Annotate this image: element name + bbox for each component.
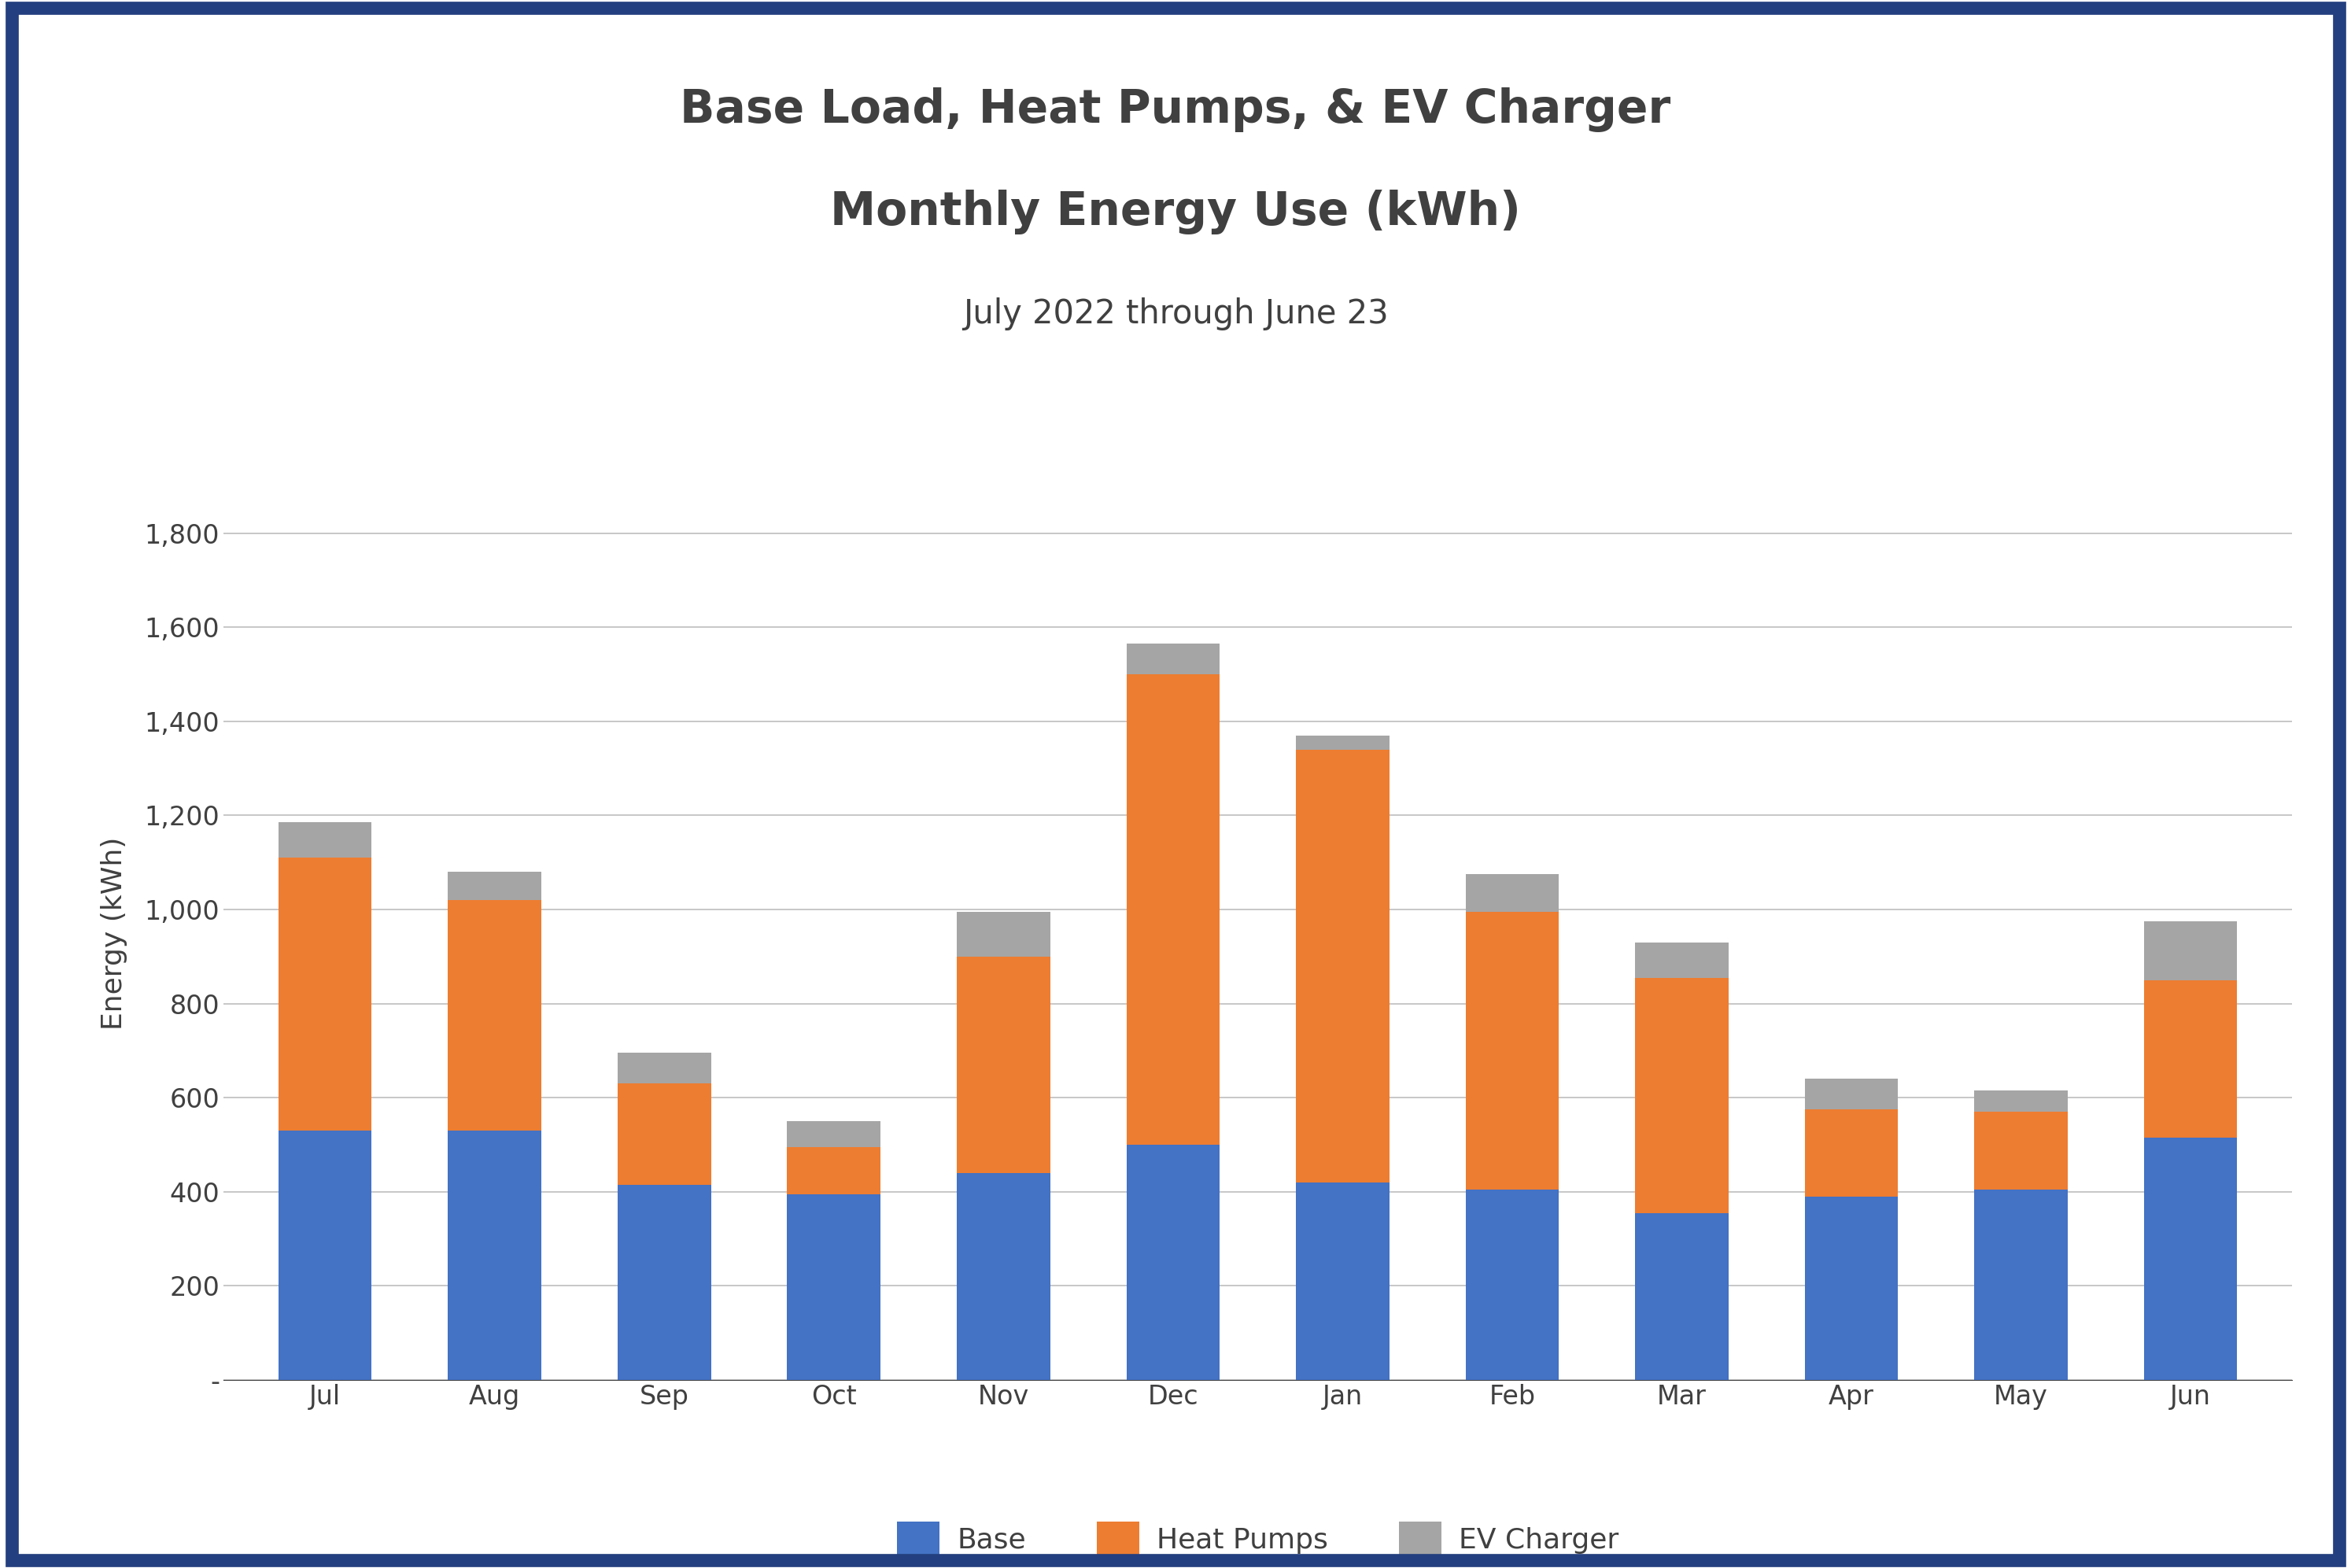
Bar bbox=[788, 1195, 882, 1380]
Bar bbox=[1806, 1110, 1897, 1196]
Bar bbox=[1806, 1196, 1897, 1380]
Text: Monthly Energy Use (kWh): Monthly Energy Use (kWh) bbox=[830, 190, 1521, 234]
Bar bbox=[2144, 1138, 2238, 1380]
Bar bbox=[788, 1148, 882, 1195]
Bar bbox=[618, 1054, 710, 1083]
Text: Base Load, Heat Pumps, & EV Charger: Base Load, Heat Pumps, & EV Charger bbox=[679, 88, 1672, 132]
Bar bbox=[449, 872, 541, 900]
Bar bbox=[1975, 1091, 2067, 1112]
Bar bbox=[1465, 875, 1559, 913]
Bar bbox=[277, 823, 371, 858]
Bar bbox=[1295, 735, 1389, 750]
Bar bbox=[277, 1131, 371, 1380]
Bar bbox=[449, 1131, 541, 1380]
Text: July 2022 through June 23: July 2022 through June 23 bbox=[964, 296, 1387, 331]
Bar bbox=[277, 858, 371, 1131]
Bar bbox=[2144, 922, 2238, 980]
Bar bbox=[1634, 942, 1728, 978]
Bar bbox=[1465, 1190, 1559, 1380]
Bar bbox=[1295, 750, 1389, 1182]
Bar bbox=[1295, 1182, 1389, 1380]
Bar bbox=[957, 956, 1051, 1173]
Bar bbox=[1126, 644, 1220, 674]
Bar bbox=[449, 900, 541, 1131]
Bar bbox=[618, 1083, 710, 1185]
Bar bbox=[1126, 1145, 1220, 1380]
Bar bbox=[1634, 1214, 1728, 1380]
Y-axis label: Energy (kWh): Energy (kWh) bbox=[101, 836, 127, 1030]
Legend: Base, Heat Pumps, EV Charger: Base, Heat Pumps, EV Charger bbox=[886, 1510, 1629, 1568]
Bar bbox=[788, 1121, 882, 1148]
Bar bbox=[1126, 674, 1220, 1145]
Bar bbox=[957, 913, 1051, 956]
Bar bbox=[1634, 978, 1728, 1214]
Bar bbox=[618, 1185, 710, 1380]
Bar bbox=[1465, 913, 1559, 1190]
Bar bbox=[1975, 1190, 2067, 1380]
Bar bbox=[1975, 1112, 2067, 1190]
Bar bbox=[957, 1173, 1051, 1380]
Bar bbox=[1806, 1079, 1897, 1110]
Bar bbox=[2144, 980, 2238, 1138]
